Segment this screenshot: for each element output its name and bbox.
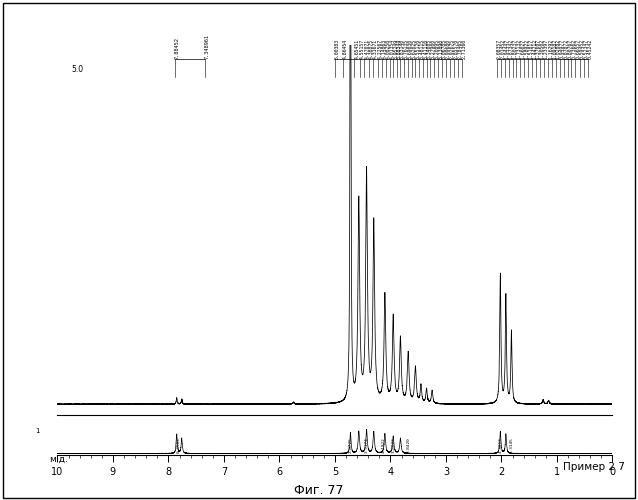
Text: 0.52347: 0.52347	[584, 38, 589, 58]
Text: 3.13890: 3.13890	[438, 38, 443, 58]
Text: 2.01452: 2.01452	[501, 38, 506, 58]
Text: 4.22567: 4.22567	[378, 38, 383, 58]
Text: 3.27900: 3.27900	[431, 38, 435, 58]
Text: 2.8725: 2.8725	[348, 437, 352, 453]
Text: 0.94977: 0.94977	[560, 38, 565, 58]
Text: 1.09187: 1.09187	[552, 38, 557, 58]
Text: 5.0: 5.0	[71, 64, 84, 74]
Text: 2.78465: 2.78465	[457, 38, 463, 58]
Text: 0.80767: 0.80767	[568, 38, 572, 58]
Text: 4.55157: 4.55157	[360, 38, 365, 58]
Text: 3.8022: 3.8022	[391, 437, 395, 453]
Text: 3.9174: 3.9174	[364, 437, 369, 453]
Text: 4.01354: 4.01354	[390, 38, 395, 58]
Text: 2.08357: 2.08357	[497, 38, 502, 58]
Text: 3.48115: 3.48115	[419, 38, 424, 58]
Text: 0.66557: 0.66557	[575, 38, 581, 58]
Text: 4.38875: 4.38875	[369, 38, 374, 58]
Text: 3.20895: 3.20895	[434, 38, 440, 58]
Text: м.д.: м.д.	[49, 454, 68, 464]
Text: 4.31671: 4.31671	[373, 38, 378, 58]
Text: 2.71360: 2.71360	[462, 38, 467, 58]
Text: 0.4503: 0.4503	[177, 437, 181, 453]
Text: 3.76135: 3.76135	[404, 38, 409, 58]
Text: 3.34005: 3.34005	[427, 38, 432, 58]
Text: 1.37607: 1.37607	[536, 38, 541, 58]
Text: 3.8420: 3.8420	[406, 437, 410, 453]
Text: 4.08258: 4.08258	[386, 38, 391, 58]
Text: 1.16292: 1.16292	[548, 38, 553, 58]
Text: 3.3145: 3.3145	[510, 437, 514, 453]
Text: 4.14863: 4.14863	[382, 38, 387, 58]
Text: 1.02082: 1.02082	[556, 38, 561, 58]
Text: 1.73132: 1.73132	[516, 38, 521, 58]
Text: 3.41110: 3.41110	[423, 38, 428, 58]
Text: 7.348961: 7.348961	[205, 34, 209, 58]
Text: 0.59452: 0.59452	[580, 38, 585, 58]
Text: 1.94447: 1.94447	[505, 38, 510, 58]
Text: 3.69030: 3.69030	[408, 38, 413, 58]
Text: 1.30502: 1.30502	[540, 38, 545, 58]
Text: 1.44712: 1.44712	[532, 38, 537, 58]
Text: 1.80237: 1.80237	[512, 38, 517, 58]
Text: 2.99680: 2.99680	[446, 38, 451, 58]
Text: 4.65451: 4.65451	[354, 38, 359, 58]
Text: 4.47071: 4.47071	[364, 38, 369, 58]
Text: 5.00383: 5.00383	[335, 38, 340, 58]
Text: 3.62025: 3.62025	[412, 38, 417, 58]
Text: 3.06785: 3.06785	[442, 38, 447, 58]
Text: 0.87872: 0.87872	[563, 38, 568, 58]
Text: 4.3013: 4.3013	[498, 437, 502, 453]
Text: 3.83140: 3.83140	[400, 38, 405, 58]
Text: 1.58922: 1.58922	[524, 38, 530, 58]
Text: 1.23397: 1.23397	[544, 38, 549, 58]
Text: 4.1922: 4.1922	[382, 437, 386, 453]
Text: 0.73662: 0.73662	[572, 38, 576, 58]
Text: 3.55120: 3.55120	[415, 38, 420, 58]
Text: 3.95249: 3.95249	[393, 38, 398, 58]
Text: 4.86454: 4.86454	[343, 38, 348, 58]
Text: 1.51817: 1.51817	[528, 38, 533, 58]
Text: 0.45242: 0.45242	[588, 38, 593, 58]
Text: 7.88452: 7.88452	[175, 37, 180, 58]
Text: 1: 1	[35, 428, 40, 434]
Text: 2.92675: 2.92675	[450, 38, 455, 58]
Text: 1.66027: 1.66027	[521, 38, 525, 58]
Text: Фиг. 77: Фиг. 77	[294, 484, 344, 498]
Text: 1.87342: 1.87342	[508, 38, 514, 58]
Text: 3.88344: 3.88344	[397, 38, 402, 58]
Text: 2.85570: 2.85570	[454, 38, 459, 58]
Text: Пример 2 7: Пример 2 7	[563, 462, 625, 472]
